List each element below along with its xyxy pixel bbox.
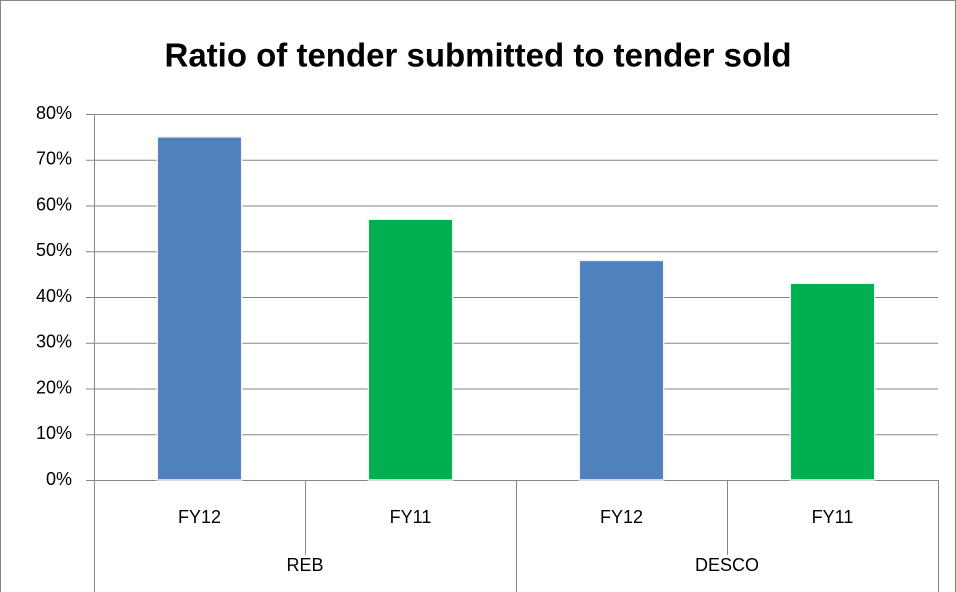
y-tick-label: 80% [36, 103, 72, 123]
y-tick-label: 50% [36, 240, 72, 260]
y-tick-label: 30% [36, 332, 72, 352]
y-tick-label: 10% [36, 423, 72, 443]
x-tick-label: FY11 [390, 507, 432, 527]
chart-title: Ratio of tender submitted to tender sold [164, 37, 791, 74]
y-tick-label: 70% [36, 149, 72, 169]
x-tick-label: FY12 [178, 507, 221, 527]
y-tick-label: 20% [36, 377, 72, 397]
bar [789, 282, 876, 481]
y-tick-label: 60% [36, 194, 72, 214]
y-tick-label: 40% [36, 286, 72, 306]
bar [156, 136, 243, 481]
x-tick-label: FY12 [600, 507, 643, 527]
x-tick-label: FY11 [812, 507, 854, 527]
group-label: DESCO [695, 555, 759, 575]
bar [367, 218, 454, 481]
group-label: REB [286, 555, 323, 575]
bar [578, 259, 665, 481]
y-tick-label: 0% [46, 469, 72, 489]
